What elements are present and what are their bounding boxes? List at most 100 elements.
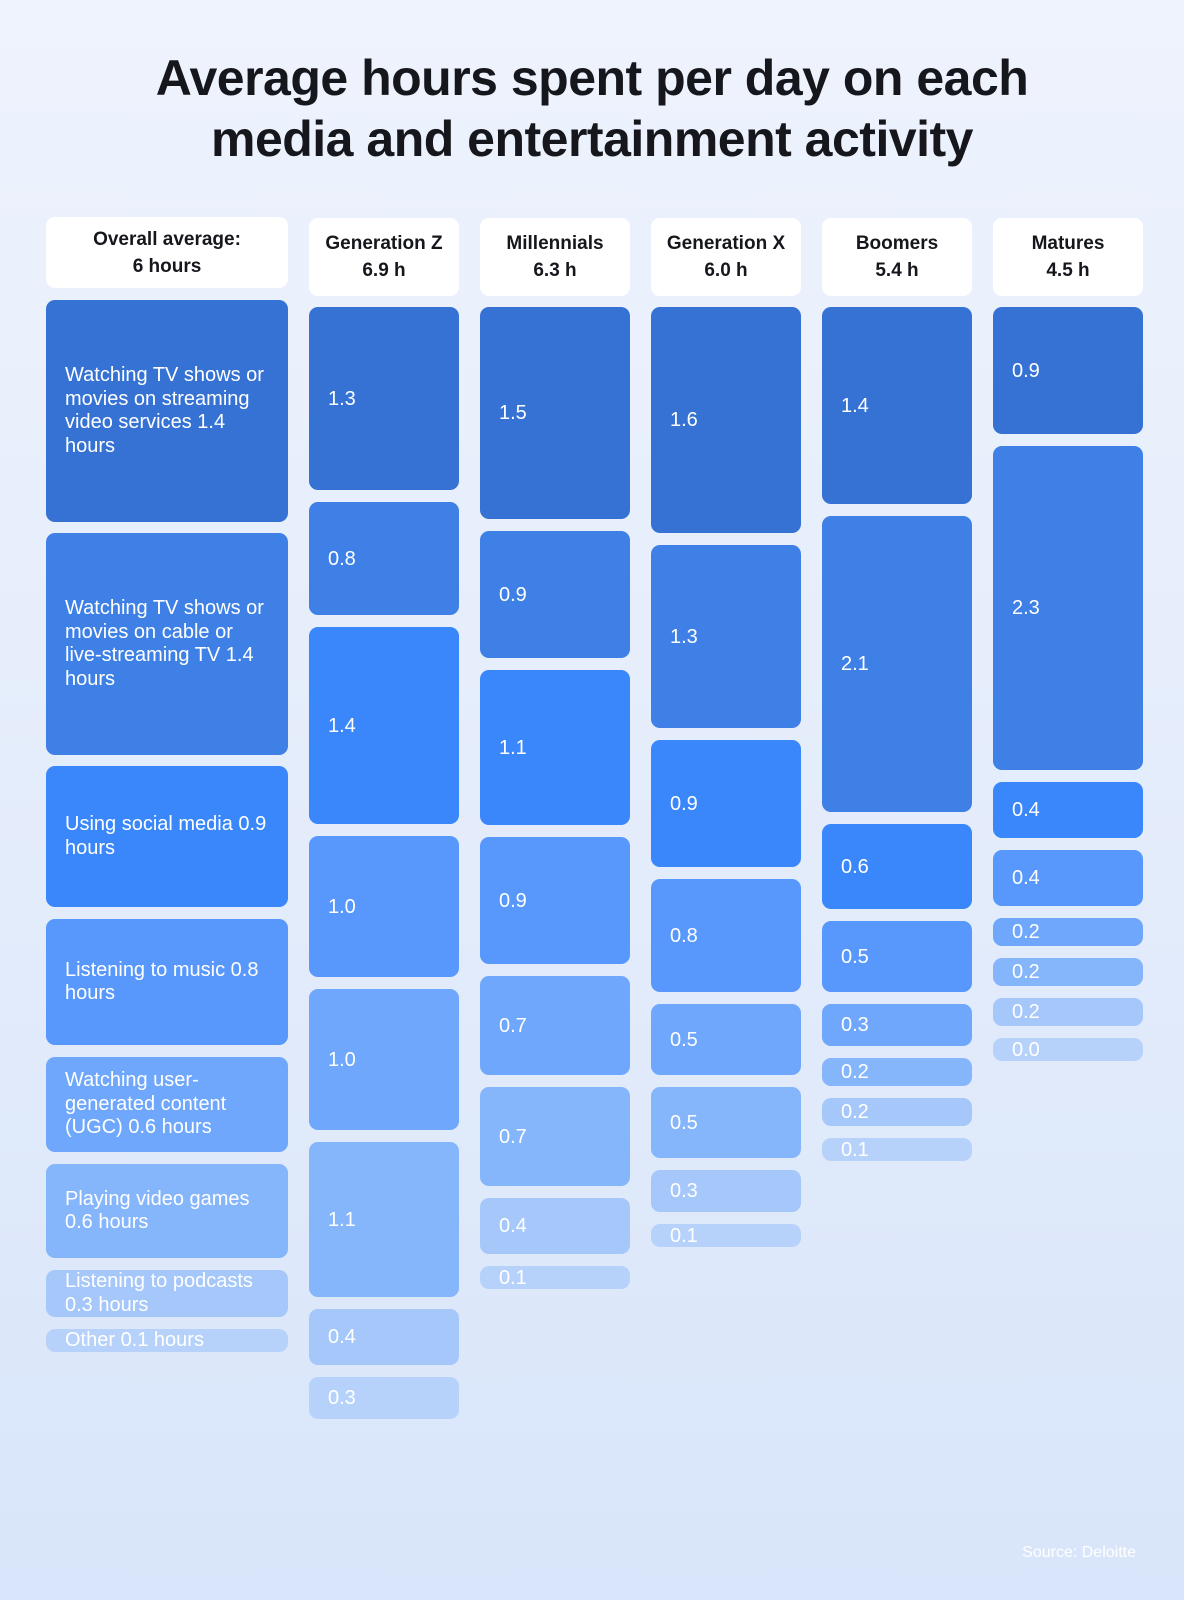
value-block: 0.8 — [651, 879, 801, 992]
overall-activity-label: Watching user-generated content (UGC) 0.… — [65, 1069, 227, 1139]
value-block: 0.5 — [651, 1087, 801, 1158]
value-block: 0.4 — [480, 1198, 630, 1254]
value-block: 0.2 — [993, 918, 1143, 946]
value-label: 1.4 — [328, 714, 356, 737]
generation-total: 6.9 h — [362, 260, 406, 281]
generation-total: 6.3 h — [533, 260, 577, 281]
value-block: 0.3 — [822, 1004, 972, 1046]
chart-title-line-2: media and entertainment activity — [210, 111, 974, 167]
value-label: 0.4 — [1012, 799, 1040, 821]
generation-header: Boomers 5.4 h — [822, 218, 972, 296]
value-block: 0.1 — [651, 1224, 801, 1247]
value-block: 1.4 — [309, 627, 459, 824]
value-label: 0.3 — [670, 1180, 698, 1202]
source-note: Source: Deloitte — [1022, 1544, 1136, 1561]
overall-activity-block: Using social media 0.9 hours — [46, 766, 288, 907]
value-label: 0.5 — [670, 1111, 698, 1134]
value-block: 1.3 — [309, 307, 459, 490]
value-label: 0.4 — [328, 1326, 356, 1348]
value-label: 0.5 — [670, 1028, 698, 1051]
overall-activity-label: Watching TV shows or movies on streaming… — [65, 364, 264, 457]
overall-activity-label: Listening to podcasts 0.3 hours — [65, 1270, 253, 1316]
overall-activity-label: Other 0.1 hours — [65, 1328, 204, 1351]
value-label: 0.4 — [499, 1215, 527, 1237]
value-label: 1.6 — [670, 409, 698, 431]
value-block: 0.9 — [480, 531, 630, 658]
overall-activity-block: Watching TV shows or movies on streaming… — [46, 300, 288, 522]
chart-title: Average hours spent per day on each medi… — [0, 48, 1184, 170]
value-label: 0.9 — [499, 583, 527, 606]
value-label: 2.3 — [1012, 597, 1040, 619]
value-block: 0.6 — [822, 824, 972, 909]
value-block: 0.4 — [993, 850, 1143, 906]
value-label: 0.7 — [499, 1125, 527, 1148]
value-label: 0.8 — [670, 924, 698, 947]
generation-header: Millennials 6.3 h — [480, 218, 630, 296]
value-block: 0.2 — [993, 958, 1143, 986]
value-block: 0.8 — [309, 502, 459, 615]
overall-activity-block: Playing video games 0.6 hours — [46, 1164, 288, 1258]
value-label: 0.2 — [1012, 1001, 1040, 1023]
overall-activity-block: Listening to podcasts 0.3 hours — [46, 1270, 288, 1317]
value-label: 0.2 — [841, 1061, 869, 1083]
value-label: 0.2 — [1012, 921, 1040, 943]
overall-activity-label: Watching TV shows or movies on cable or … — [65, 597, 264, 690]
overall-header-line-1: Overall average: — [93, 228, 241, 250]
value-block: 0.2 — [822, 1098, 972, 1126]
value-block: 1.0 — [309, 989, 459, 1130]
overall-activity-label: Using social media 0.9 hours — [65, 813, 267, 859]
value-block: 0.9 — [993, 307, 1143, 434]
overall-header: Overall average: 6 hours — [46, 217, 288, 288]
value-block: 1.6 — [651, 307, 801, 533]
generation-total: 6.0 h — [704, 260, 748, 281]
value-label: 0.1 — [499, 1266, 527, 1289]
generation-header: Generation X 6.0 h — [651, 218, 801, 296]
value-label: 1.0 — [328, 895, 356, 918]
value-label: 0.2 — [841, 1101, 869, 1123]
generation-name: Generation X — [666, 233, 786, 254]
generation-header: Generation Z 6.9 h — [309, 218, 459, 296]
value-label: 0.9 — [1012, 359, 1040, 382]
value-label: 0.9 — [670, 792, 698, 815]
value-block: 2.1 — [822, 516, 972, 812]
value-label: 1.1 — [328, 1208, 356, 1231]
value-label: 1.3 — [328, 387, 356, 410]
value-block: 0.0 — [993, 1038, 1143, 1061]
value-block: 1.4 — [822, 307, 972, 504]
value-block: 2.3 — [993, 446, 1143, 770]
generation-name: Boomers — [855, 233, 939, 254]
overall-activity-block: Watching TV shows or movies on cable or … — [46, 533, 288, 755]
value-label: 1.4 — [841, 394, 869, 417]
overall-activity-label: Playing video games 0.6 hours — [65, 1187, 250, 1234]
overall-activity-label: Listening to music 0.8 hours — [65, 958, 259, 1005]
value-block: 0.7 — [480, 1087, 630, 1186]
value-label: 0.1 — [670, 1224, 698, 1247]
value-label: 1.3 — [670, 625, 698, 648]
value-label: 1.1 — [499, 736, 527, 759]
value-label: 2.1 — [841, 653, 869, 675]
generation-header: Matures 4.5 h — [993, 218, 1143, 296]
chart-title-line-1: Average hours spent per day on each — [155, 50, 1029, 106]
value-label: 0.3 — [841, 1014, 869, 1036]
overall-header-line-2: 6 hours — [132, 255, 202, 277]
generation-name: Generation Z — [325, 233, 443, 254]
generation-total: 5.4 h — [875, 260, 919, 281]
value-block: 0.5 — [651, 1004, 801, 1075]
generation-total: 4.5 h — [1046, 260, 1090, 281]
value-block: 0.1 — [822, 1138, 972, 1161]
value-block: 0.3 — [651, 1170, 801, 1212]
value-block: 0.2 — [822, 1058, 972, 1086]
value-label: 1.0 — [328, 1048, 356, 1071]
value-block: 0.4 — [993, 782, 1143, 838]
value-block: 1.0 — [309, 836, 459, 977]
value-label: 0.6 — [841, 855, 869, 878]
value-block: 1.5 — [480, 307, 630, 519]
value-block: 0.2 — [993, 998, 1143, 1026]
value-label: 0.4 — [1012, 867, 1040, 889]
value-label: 0.7 — [499, 1014, 527, 1037]
value-block: 0.9 — [651, 740, 801, 867]
overall-activity-block: Watching user-generated content (UGC) 0.… — [46, 1057, 288, 1152]
value-label: 0.0 — [1012, 1038, 1040, 1061]
value-label: 0.8 — [328, 547, 356, 570]
generation-name: Matures — [1031, 233, 1105, 254]
